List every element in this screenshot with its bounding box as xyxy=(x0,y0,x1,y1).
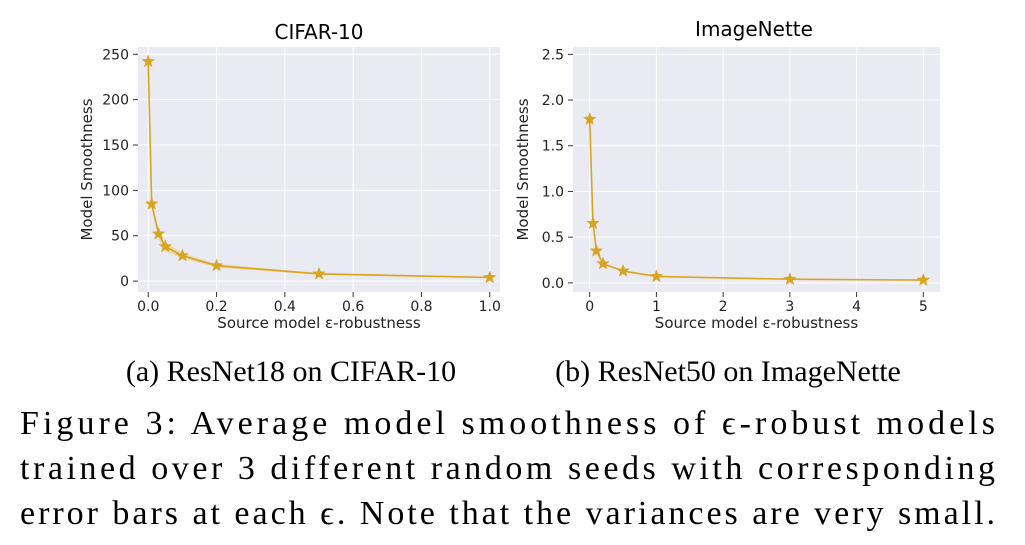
y-tick-label: 0 xyxy=(120,274,129,290)
y-tick-label: 250 xyxy=(102,47,129,63)
y-tick-label: 1.0 xyxy=(542,184,564,200)
data-point-star xyxy=(175,248,190,262)
y-tick-label: 150 xyxy=(102,138,129,154)
chart-imagenette: 0 1 2 3 4 5 0.0 0.5 1.0 1.5 2.0 2.5 ImageNette Source… xyxy=(514,17,940,332)
y-tick-label: 2.0 xyxy=(542,93,564,109)
series-line xyxy=(147,61,490,279)
data-point-star xyxy=(586,216,600,230)
subcaption-a: (a) ResNet18 on CIFAR-10 xyxy=(126,355,456,388)
data-point-star xyxy=(151,226,166,240)
chart-title: CIFAR-10 xyxy=(275,20,364,44)
y-axis-label: Model Smoothness xyxy=(78,98,96,240)
data-point-star xyxy=(144,196,159,210)
figure-caption-line-2: trained over 3 different random seeds wi… xyxy=(20,450,995,487)
data-point-star xyxy=(158,239,173,253)
x-tick-label: 2 xyxy=(719,299,728,315)
x-tick-label: 3 xyxy=(785,299,794,315)
x-tick-label: 0.4 xyxy=(274,299,296,315)
x-tick-label: 0.2 xyxy=(205,299,227,315)
x-tick-label: 1.0 xyxy=(479,299,501,315)
y-tick-label: 0.5 xyxy=(542,230,564,246)
x-tick-label: 4 xyxy=(852,299,861,315)
figure-caption-line-3: error bars at each ϵ. Note that the vari… xyxy=(20,495,995,532)
chart-cifar10: 0.0 0.2 0.4 0.6 0.8 1.0 0 50 100 150 200 250 CIFAR-1… xyxy=(78,20,501,332)
x-tick-label: 1 xyxy=(652,299,661,315)
y-tick-label: 200 xyxy=(102,93,129,109)
y-tick-label: 100 xyxy=(102,183,129,199)
y-tick-label: 2.5 xyxy=(542,47,564,63)
x-tick-label: 0.8 xyxy=(410,299,432,315)
data-point-star xyxy=(596,256,610,270)
series-line xyxy=(588,119,924,281)
chart-title: ImageNette xyxy=(695,17,813,41)
y-tick-label: 1.5 xyxy=(542,139,564,155)
subcaption-b: (b) ResNet50 on ImageNette xyxy=(555,355,901,388)
data-point-star xyxy=(582,111,597,126)
plot-background xyxy=(573,47,940,292)
x-tick-label: 5 xyxy=(919,299,928,315)
data-point-star xyxy=(589,243,604,257)
figure-caption-line-1: Figure 3: Average model smoothness of ϵ-… xyxy=(20,405,995,442)
x-axis-label: Source model ε-robustness xyxy=(655,314,859,332)
x-tick-label: 0 xyxy=(585,299,594,315)
data-point-star xyxy=(141,54,156,68)
data-point-star xyxy=(482,270,497,284)
x-tick-label: 0.6 xyxy=(342,299,364,315)
data-point-star xyxy=(616,263,630,277)
y-tick-label: 0.0 xyxy=(542,276,564,292)
x-tick-label: 0.0 xyxy=(137,299,159,315)
data-point-star xyxy=(649,269,664,283)
x-axis-label: Source model ε-robustness xyxy=(217,314,421,332)
y-axis-label: Model Smoothness xyxy=(514,98,532,240)
data-point-star xyxy=(783,271,797,286)
data-point-star xyxy=(312,266,326,280)
data-point-star xyxy=(916,272,931,287)
plot-background xyxy=(138,47,500,292)
y-tick-label: 50 xyxy=(111,229,129,245)
data-point-star xyxy=(209,258,224,272)
